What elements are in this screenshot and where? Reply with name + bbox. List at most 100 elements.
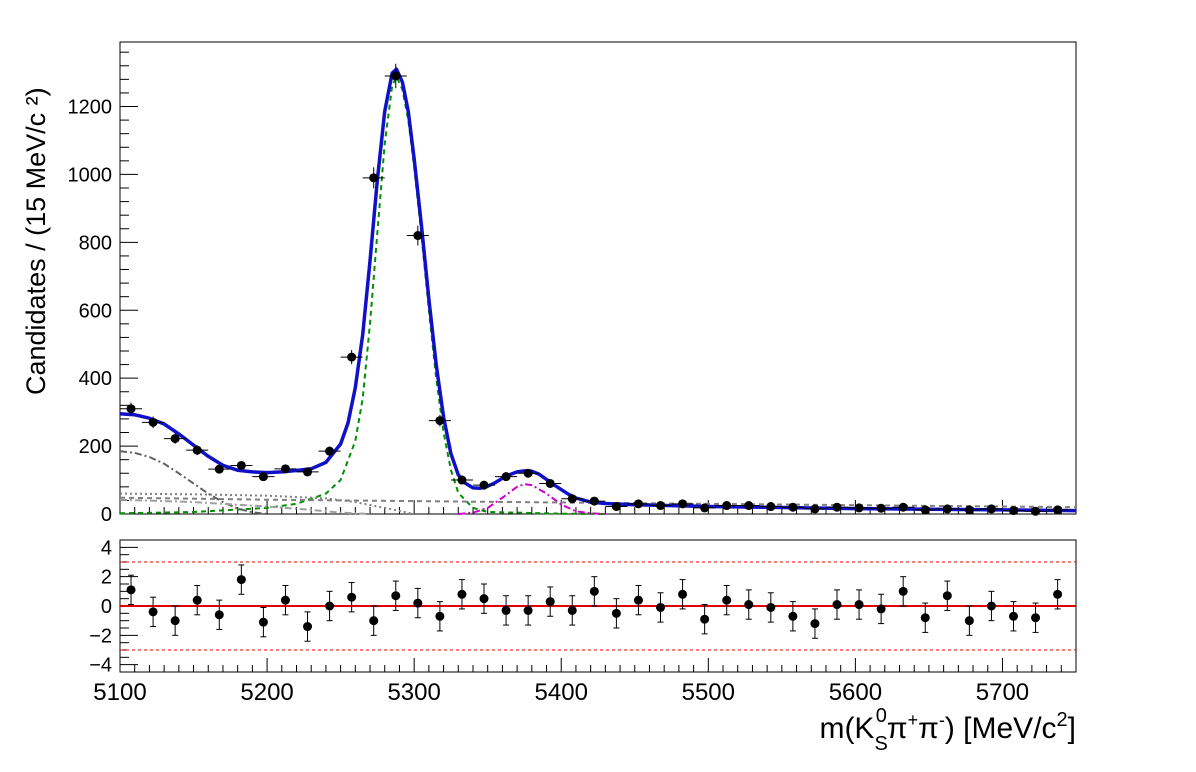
data-point [170, 434, 180, 444]
data-point [303, 467, 313, 477]
pull-point [1008, 611, 1018, 621]
pull-point [986, 601, 996, 611]
pull-point [567, 605, 577, 615]
data-point [678, 499, 688, 509]
pull-point [280, 595, 290, 605]
pull-point [170, 616, 180, 626]
pull-point [325, 601, 335, 611]
data-point [898, 502, 908, 512]
data-point [413, 231, 423, 241]
x-tick-label: 5300 [387, 679, 440, 706]
pull-point [236, 575, 246, 585]
pull-point [1031, 613, 1041, 623]
data-point [435, 416, 445, 426]
component-curve [119, 498, 371, 515]
x-tick-label: 5200 [240, 679, 293, 706]
pull-point [148, 607, 158, 617]
pull-point [523, 605, 533, 615]
component-curve [119, 492, 415, 515]
pull-point [942, 591, 952, 601]
y-tick-label: 0 [101, 504, 112, 526]
data-point [501, 472, 511, 482]
data-point [192, 445, 202, 455]
data-point [788, 502, 798, 512]
pull-point [766, 602, 776, 612]
data-point [942, 504, 952, 514]
data-point [920, 505, 930, 515]
pull-point [126, 585, 136, 595]
fit-plot-axes: 0 200 400 600 800 1000 1200 [68, 51, 1077, 526]
pull-point [435, 611, 445, 621]
pull-point [788, 611, 798, 621]
y-tick-label: 200 [79, 436, 112, 458]
pull-point [391, 591, 401, 601]
pull-point [1053, 589, 1063, 599]
pull-point [678, 589, 688, 599]
x-tick-label: 5500 [682, 679, 735, 706]
data-point [854, 503, 864, 513]
pull-y-tick-label: 0 [101, 596, 112, 618]
data-point [611, 502, 621, 512]
x-axis-title: m(KS0π+π-) [MeV/c2] [819, 705, 1076, 755]
pull-point [700, 614, 710, 624]
data-point [148, 417, 158, 427]
data-points [120, 63, 1069, 516]
data-point [986, 504, 996, 514]
data-point [656, 501, 666, 511]
pull-point [876, 604, 886, 614]
pull-point [192, 595, 202, 605]
data-point [589, 496, 599, 506]
data-point [369, 173, 379, 183]
pull-point [964, 616, 974, 626]
pull-point [258, 617, 268, 627]
pull-point [633, 595, 643, 605]
data-point [810, 504, 820, 514]
pull-point [545, 597, 555, 607]
pull-point [898, 586, 908, 596]
pull-point [589, 586, 599, 596]
pull-point [854, 600, 864, 610]
data-point [744, 501, 754, 511]
pull-point [920, 613, 930, 623]
data-point [766, 502, 776, 512]
pull-point [457, 589, 467, 599]
data-point [391, 71, 401, 81]
y-tick-label: 600 [79, 300, 112, 322]
x-tick-label: 5100 [93, 679, 146, 706]
data-point [1053, 505, 1063, 515]
data-point [457, 475, 467, 485]
pull-point [611, 608, 621, 618]
data-point [545, 478, 555, 488]
data-point [214, 464, 224, 474]
pull-point [810, 619, 820, 629]
data-point [633, 499, 643, 509]
data-point [479, 480, 489, 490]
data-point [325, 446, 335, 456]
x-tick-label: 5600 [829, 679, 882, 706]
pull-point [722, 595, 732, 605]
pull-point [832, 600, 842, 610]
y-tick-label: 1200 [68, 97, 113, 119]
data-point [523, 468, 533, 478]
data-point [964, 505, 974, 515]
y-axis-title: Candidates / (15 MeV/c ²) [21, 87, 51, 395]
fit-curves [119, 67, 1077, 515]
fit-plot-frame [119, 41, 1077, 515]
pull-point [413, 598, 423, 608]
total-fit-curve [119, 67, 1077, 513]
pull-point [479, 594, 489, 604]
pull-point [656, 602, 666, 612]
pull-y-tick-label: 4 [101, 537, 112, 559]
data-point [700, 503, 710, 513]
pull-point [501, 605, 511, 615]
data-point [567, 494, 577, 504]
data-point [1008, 506, 1018, 516]
data-point [876, 503, 886, 513]
data-point [1031, 506, 1041, 516]
x-tick-label: 5400 [535, 679, 588, 706]
y-tick-label: 400 [79, 368, 112, 390]
pull-y-tick-label: 2 [101, 567, 112, 589]
pull-point [303, 622, 313, 632]
pull-point [347, 592, 357, 602]
